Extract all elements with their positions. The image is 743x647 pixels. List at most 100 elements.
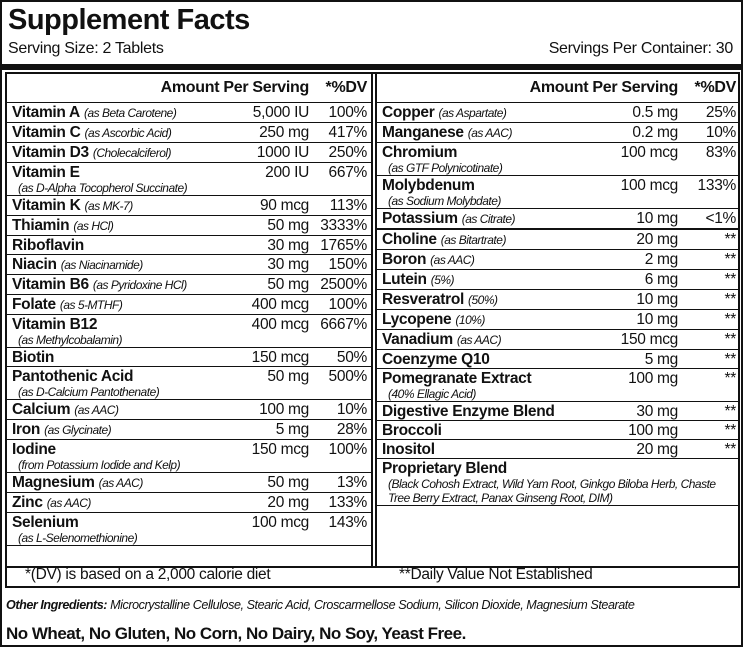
nutrient-name-cell: Lutein (5%) bbox=[377, 271, 598, 289]
nutrient-name: Magnesium bbox=[12, 474, 95, 491]
nutrient-note: (as Methylcobalamin) bbox=[18, 333, 123, 347]
nutrient-name: Vanadium bbox=[382, 331, 453, 348]
nutrient-row: Zinc (as AAC) 20 mg 133% bbox=[7, 493, 371, 513]
nutrient-source: (as 5-MTHF) bbox=[59, 298, 123, 312]
nutrient-name-cell: Chromium (as GTF Polynicotinate) bbox=[377, 144, 598, 175]
nutrient-name-cell: Pomegranate Extract (40% Ellagic Acid) bbox=[377, 370, 598, 401]
nutrient-name: Vitamin A bbox=[12, 104, 80, 121]
daily-value: 250% bbox=[328, 144, 368, 161]
nutrient-note: (from Potassium Iodide and Kelp) bbox=[18, 458, 181, 472]
nutrient-source: (10%) bbox=[455, 313, 485, 327]
nutrient-name: Riboflavin bbox=[12, 237, 84, 254]
nutrient-note: (40% Ellagic Acid) bbox=[388, 387, 476, 401]
nutrient-row: Vanadium (as AAC) 150 mcg ** bbox=[377, 330, 740, 350]
daily-value: ** bbox=[724, 231, 737, 248]
nutrient-name-cell: Vitamin K (as MK-7) bbox=[7, 197, 233, 215]
daily-value: 133% bbox=[697, 177, 737, 194]
daily-value: 133% bbox=[328, 494, 368, 511]
nutrient-row: Riboflavin 30 mg 1765% bbox=[7, 236, 371, 255]
nutrient-source: (as Ascorbic Acid) bbox=[84, 126, 172, 140]
nutrient-row: Lutein (5%) 6 mg ** bbox=[377, 270, 740, 290]
nutrient-name: Boron bbox=[382, 251, 427, 268]
nutrient-row: Lycopene (10%) 10 mg ** bbox=[377, 310, 740, 330]
nutrient-source: (5%) bbox=[430, 273, 455, 287]
nutrient-row: Thiamin (as HCl) 50 mg 3333% bbox=[7, 216, 371, 236]
daily-value: 100% bbox=[328, 296, 368, 313]
daily-value: 6667% bbox=[320, 316, 367, 333]
nutrient-row: Iodine (from Potassium Iodide and Kelp) 15… bbox=[7, 440, 371, 473]
nutrient-name: Inositol bbox=[382, 441, 435, 458]
nutrient-source: (as Aspartate) bbox=[438, 106, 507, 120]
nutrient-row: Biotin 150 mcg 50% bbox=[7, 348, 371, 367]
amount: 150 mcg bbox=[620, 331, 679, 348]
nutrient-name: Vitamin B12 bbox=[12, 316, 98, 333]
nutrient-name-cell: Calcium (as AAC) bbox=[7, 401, 233, 419]
nutrient-name-cell: Vitamin D3 (Cholecalciferol) bbox=[7, 144, 233, 162]
amount: 20 mg bbox=[636, 231, 678, 248]
dv-header: *%DV bbox=[325, 79, 368, 96]
daily-value: ** bbox=[724, 351, 737, 368]
amount: 20 mg bbox=[267, 494, 309, 511]
nutrient-row: Potassium (as Citrate) 10 mg <1% bbox=[377, 209, 740, 230]
nutrient-row: Chromium (as GTF Polynicotinate) 100 mcg 83… bbox=[377, 143, 740, 176]
allergen-statement: No Wheat, No Gluten, No Corn, No Dairy, … bbox=[6, 624, 466, 643]
nutrient-source: (as AAC) bbox=[74, 403, 119, 417]
nutrient-row: Folate (as 5-MTHF) 400 mcg 100% bbox=[7, 295, 371, 315]
nutrient-name: Resveratrol bbox=[382, 291, 464, 308]
nutrient-name: Vitamin E bbox=[12, 164, 80, 181]
nutrient-row: Broccoli 100 mg ** bbox=[377, 421, 740, 440]
footnote-not-established: **Daily Value Not Established bbox=[399, 566, 593, 583]
nutrient-row: Resveratrol (50%) 10 mg ** bbox=[377, 290, 740, 310]
nutrient-name-cell: Zinc (as AAC) bbox=[7, 494, 233, 512]
daily-value: 10% bbox=[336, 401, 367, 418]
nutrient-source: (as Niacinamide) bbox=[60, 258, 144, 272]
daily-value: ** bbox=[724, 403, 737, 420]
nutrient-name: Lutein bbox=[382, 271, 427, 288]
servings-per-container: Servings Per Container: 30 bbox=[548, 40, 734, 57]
daily-value: ** bbox=[724, 422, 737, 439]
nutrient-name: Digestive Enzyme Blend bbox=[382, 403, 555, 420]
nutrient-name: Vitamin K bbox=[12, 197, 81, 214]
nutrient-name-cell: Iodine (from Potassium Iodide and Kelp) bbox=[7, 441, 233, 472]
daily-value: 150% bbox=[328, 256, 368, 273]
nutrient-row: Vitamin K (as MK-7) 90 mcg 113% bbox=[7, 196, 371, 216]
nutrient-name: Biotin bbox=[12, 349, 55, 366]
nutrient-source: (as Glycinate) bbox=[44, 423, 112, 437]
nutrient-name-cell: Digestive Enzyme Blend bbox=[377, 403, 598, 420]
amount: 100 mg bbox=[628, 422, 678, 439]
amount: 10 mg bbox=[636, 210, 678, 227]
nutrient-name-cell: Selenium (as L-Selenomethionine) bbox=[7, 514, 233, 545]
nutrient-note: (as Sodium Molybdate) bbox=[388, 194, 501, 208]
daily-value: ** bbox=[724, 271, 737, 288]
daily-value: 100% bbox=[328, 104, 368, 121]
footnote-dv: *(DV) is based on a 2,000 calorie diet bbox=[25, 566, 271, 583]
footnotes: *(DV) is based on a 2,000 calorie diet *… bbox=[5, 564, 740, 588]
nutrient-source: (Cholecalciferol) bbox=[92, 146, 172, 160]
amount: 5,000 IU bbox=[252, 104, 310, 121]
nutrient-name: Folate bbox=[12, 296, 56, 313]
nutrient-name: Pomegranate Extract bbox=[382, 370, 532, 387]
nutrient-name: Niacin bbox=[12, 256, 57, 273]
nutrient-name: Vitamin D3 bbox=[12, 144, 89, 161]
daily-value: 50% bbox=[336, 349, 367, 366]
nutrient-name: Potassium bbox=[382, 210, 458, 227]
nutrient-name-cell: Niacin (as Niacinamide) bbox=[7, 256, 233, 274]
daily-value: 417% bbox=[328, 124, 368, 141]
nutrient-name: Copper bbox=[382, 104, 435, 121]
nutrient-source: (as AAC) bbox=[430, 253, 475, 267]
nutrient-row: Choline (as Bitartrate) 20 mg ** bbox=[377, 230, 740, 250]
amount: 100 mg bbox=[259, 401, 309, 418]
nutrient-source: (as Pyridoxine HCl) bbox=[92, 278, 187, 292]
nutrient-name-cell: Folate (as 5-MTHF) bbox=[7, 296, 233, 314]
nutrient-row: Pomegranate Extract (40% Ellagic Acid) 100… bbox=[377, 369, 740, 402]
amount: 100 mcg bbox=[251, 514, 310, 531]
nutrient-name: Lycopene bbox=[382, 311, 452, 328]
nutrient-row: Iron (as Glycinate) 5 mg 28% bbox=[7, 420, 371, 440]
nutrient-name-cell: Vitamin A (as Beta Carotene) bbox=[7, 104, 233, 122]
other-ingredients: Other Ingredients: Microcrystalline Cell… bbox=[6, 598, 635, 612]
nutrient-name: Choline bbox=[382, 231, 437, 248]
nutrient-row: Coenzyme Q10 5 mg ** bbox=[377, 350, 740, 369]
nutrient-name-cell: Biotin bbox=[7, 349, 233, 366]
daily-value: 3333% bbox=[320, 217, 367, 234]
